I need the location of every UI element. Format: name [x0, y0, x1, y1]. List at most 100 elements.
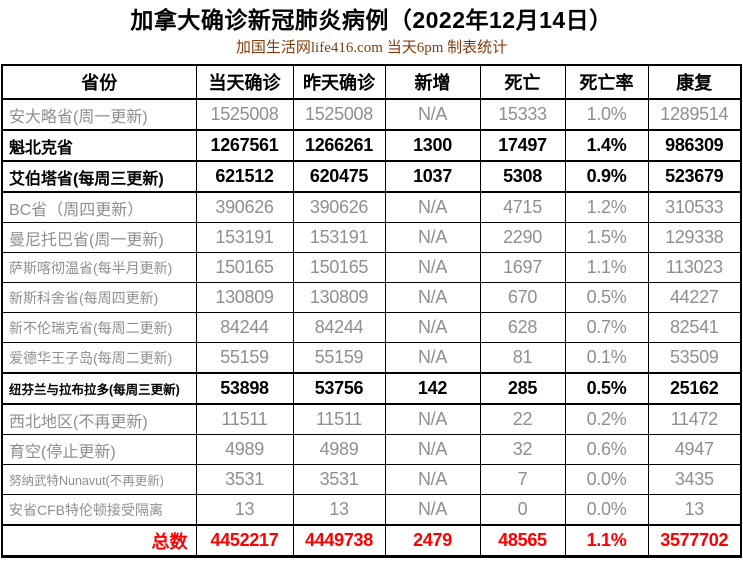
page-title: 加拿大确诊新冠肺炎病例（2022年12月14日） [130, 7, 613, 33]
cell-recovered: 129338 [647, 222, 742, 253]
cell-today-confirmed: 621512 [195, 160, 294, 193]
cell-deaths: 2290 [479, 222, 566, 253]
table-row-bc: BC省（周四更新） 390626 390626 N/A 4715 1.2% 31… [1, 191, 742, 223]
cell-death-rate: 0.5% [564, 282, 649, 313]
cell-recovered: 25162 [647, 372, 742, 405]
cell-deaths: 15333 [479, 98, 566, 131]
cell-deaths: 32 [479, 434, 566, 465]
cell-today-confirmed: 11511 [195, 403, 294, 435]
cell-recovered: 53509 [647, 342, 742, 374]
cell-death-rate: 1.2% [564, 191, 649, 223]
cell-recovered: 13 [647, 494, 742, 526]
table-row-quebec: 魁北克省 1267561 1266261 1300 17497 1.4% 986… [1, 129, 742, 162]
cell-deaths: 5308 [479, 160, 566, 193]
cell-death-rate: 1.5% [564, 222, 649, 253]
cell-recovered: 11472 [647, 403, 742, 435]
cell-yesterday-confirmed: 4989 [292, 434, 386, 465]
cell-deaths: 7 [479, 464, 566, 495]
cell-recovered: 310533 [647, 191, 742, 223]
table-row-new-brunswick: 新不伦瑞克省(每周二更新) 84244 84244 N/A 628 0.7% 8… [1, 312, 742, 343]
cell-yesterday-confirmed: 130809 [292, 282, 386, 313]
cell-death-rate: 0.0% [564, 464, 649, 495]
province-label: 艾伯塔省(每周三更新) [1, 160, 197, 193]
cell-deaths: 670 [479, 282, 566, 313]
province-label: 爱德华王子岛(每周二更新) [1, 342, 197, 374]
table-row-manitoba: 曼尼托巴省(周一更新) 153191 153191 N/A 2290 1.5% … [1, 222, 742, 253]
cell-death-rate: 0.0% [564, 494, 649, 526]
table-row-saskatchewan: 萨斯喀彻温省(每半月更新) 150165 150165 N/A 1697 1.1… [1, 252, 742, 283]
province-label: 魁北克省 [1, 129, 197, 162]
cell-yesterday-confirmed: 1266261 [292, 129, 386, 162]
total-label: 总数 [1, 524, 197, 557]
cell-yesterday-confirmed: 53756 [292, 372, 386, 405]
cell-deaths: 22 [479, 403, 566, 435]
cell-deaths: 81 [479, 342, 566, 374]
cell-deaths: 0 [479, 494, 566, 526]
cell-deaths: 285 [479, 372, 566, 405]
cell-death-rate: 0.1% [564, 342, 649, 374]
province-label: 萨斯喀彻温省(每半月更新) [1, 252, 197, 283]
cell-deaths: 4715 [479, 191, 566, 223]
cell-recovered: 113023 [647, 252, 742, 283]
cell-new-cases: N/A [384, 222, 481, 253]
cell-yesterday-confirmed: 390626 [292, 191, 386, 223]
cell-new-cases: 1037 [384, 160, 481, 193]
cell-death-rate: 1.1% [564, 252, 649, 283]
cell-today-confirmed: 3531 [195, 464, 294, 495]
province-label: 纽芬兰与拉布拉多(每周三更新) [1, 372, 197, 405]
cell-total-deaths: 48565 [479, 524, 566, 557]
cell-total-yesterday-confirmed: 4449738 [292, 524, 386, 557]
cell-death-rate: 0.5% [564, 372, 649, 405]
province-label: 新斯科舍省(每周四更新) [1, 282, 197, 313]
province-label: 曼尼托巴省(周一更新) [1, 222, 197, 253]
cell-total-today-confirmed: 4452217 [195, 524, 294, 557]
province-label: BC省（周四更新） [1, 191, 197, 223]
cell-today-confirmed: 1267561 [195, 129, 294, 162]
cell-today-confirmed: 53898 [195, 372, 294, 405]
cell-death-rate: 1.0% [564, 98, 649, 131]
cell-recovered: 44227 [647, 282, 742, 313]
cell-new-cases: N/A [384, 434, 481, 465]
header-row: 省份 当天确诊 昨天确诊 新增 死亡 死亡率 康复 [1, 64, 742, 100]
table-row-ontario: 安大略省(周一更新) 1525008 1525008 N/A 15333 1.0… [1, 98, 742, 131]
cell-yesterday-confirmed: 13 [292, 494, 386, 526]
col-header-recovered: 康复 [647, 64, 742, 100]
cell-new-cases: N/A [384, 464, 481, 495]
province-label: 努纳武特Nunavut(不再更新) [1, 464, 197, 495]
cell-death-rate: 0.9% [564, 160, 649, 193]
cell-today-confirmed: 84244 [195, 312, 294, 343]
cell-yesterday-confirmed: 1525008 [292, 98, 386, 131]
cell-deaths: 17497 [479, 129, 566, 162]
cell-today-confirmed: 153191 [195, 222, 294, 253]
cell-recovered: 3435 [647, 464, 742, 495]
cell-death-rate: 0.7% [564, 312, 649, 343]
cell-total-recovered: 3577702 [647, 524, 742, 557]
cell-new-cases: N/A [384, 494, 481, 526]
cell-yesterday-confirmed: 620475 [292, 160, 386, 193]
page-subtitle: 加国生活网life416.com 当天6pm 制表统计 [235, 40, 508, 56]
province-label: 新不伦瑞克省(每周二更新) [1, 312, 197, 343]
table-row-yukon: 育空(停止更新) 4989 4989 N/A 32 0.6% 4947 [1, 434, 742, 465]
cell-today-confirmed: 13 [195, 494, 294, 526]
cell-new-cases: N/A [384, 191, 481, 223]
cell-new-cases: N/A [384, 252, 481, 283]
table-row-northwest-territories: 西北地区(不再更新) 11511 11511 N/A 22 0.2% 11472 [1, 403, 742, 435]
cell-yesterday-confirmed: 11511 [292, 403, 386, 435]
table-row-nunavut: 努纳武特Nunavut(不再更新) 3531 3531 N/A 7 0.0% 3… [1, 464, 742, 495]
cell-death-rate: 0.6% [564, 434, 649, 465]
cell-recovered: 523679 [647, 160, 742, 193]
cell-death-rate: 1.4% [564, 129, 649, 162]
cell-death-rate: 0.2% [564, 403, 649, 435]
table-row-nova-scotia: 新斯科舍省(每周四更新) 130809 130809 N/A 670 0.5% … [1, 282, 742, 313]
cell-today-confirmed: 4989 [195, 434, 294, 465]
cell-new-cases: N/A [384, 312, 481, 343]
cell-yesterday-confirmed: 153191 [292, 222, 386, 253]
total-row: 总数 4452217 4449738 2479 48565 1.1% 35777… [1, 524, 742, 557]
cell-recovered: 4947 [647, 434, 742, 465]
table-row-pei: 爱德华王子岛(每周二更新) 55159 55159 N/A 81 0.1% 53… [1, 342, 742, 374]
cell-new-cases: 142 [384, 372, 481, 405]
province-label: 安大略省(周一更新) [1, 98, 197, 131]
province-label: 西北地区(不再更新) [1, 403, 197, 435]
cell-recovered: 986309 [647, 129, 742, 162]
cell-today-confirmed: 390626 [195, 191, 294, 223]
